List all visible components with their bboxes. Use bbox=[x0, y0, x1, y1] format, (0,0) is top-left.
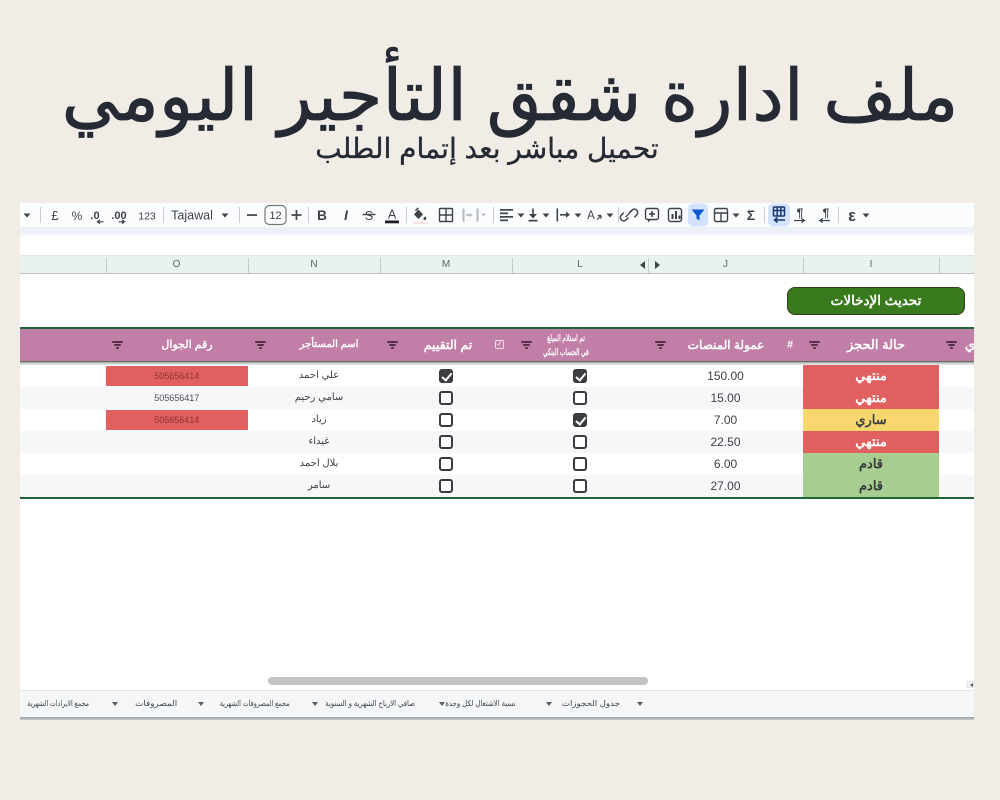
svg-text:Tajawal: Tajawal bbox=[171, 209, 213, 223]
svg-text:¶: ¶ bbox=[823, 206, 830, 220]
svg-text:£: £ bbox=[51, 208, 59, 223]
svg-text:.00: .00 bbox=[111, 210, 126, 222]
svg-text:123: 123 bbox=[138, 211, 156, 223]
svg-text:I: I bbox=[344, 208, 348, 223]
svg-text:A: A bbox=[587, 210, 595, 222]
svg-text:S: S bbox=[365, 209, 373, 223]
svg-text:.0: .0 bbox=[90, 210, 99, 222]
svg-text:B: B bbox=[317, 208, 327, 223]
svg-text:ε: ε bbox=[848, 207, 856, 225]
svg-text:Σ: Σ bbox=[747, 207, 755, 223]
svg-text:12: 12 bbox=[269, 210, 281, 222]
svg-text:%: % bbox=[72, 209, 83, 223]
svg-text:A: A bbox=[388, 208, 397, 222]
svg-text:¶: ¶ bbox=[797, 206, 804, 220]
